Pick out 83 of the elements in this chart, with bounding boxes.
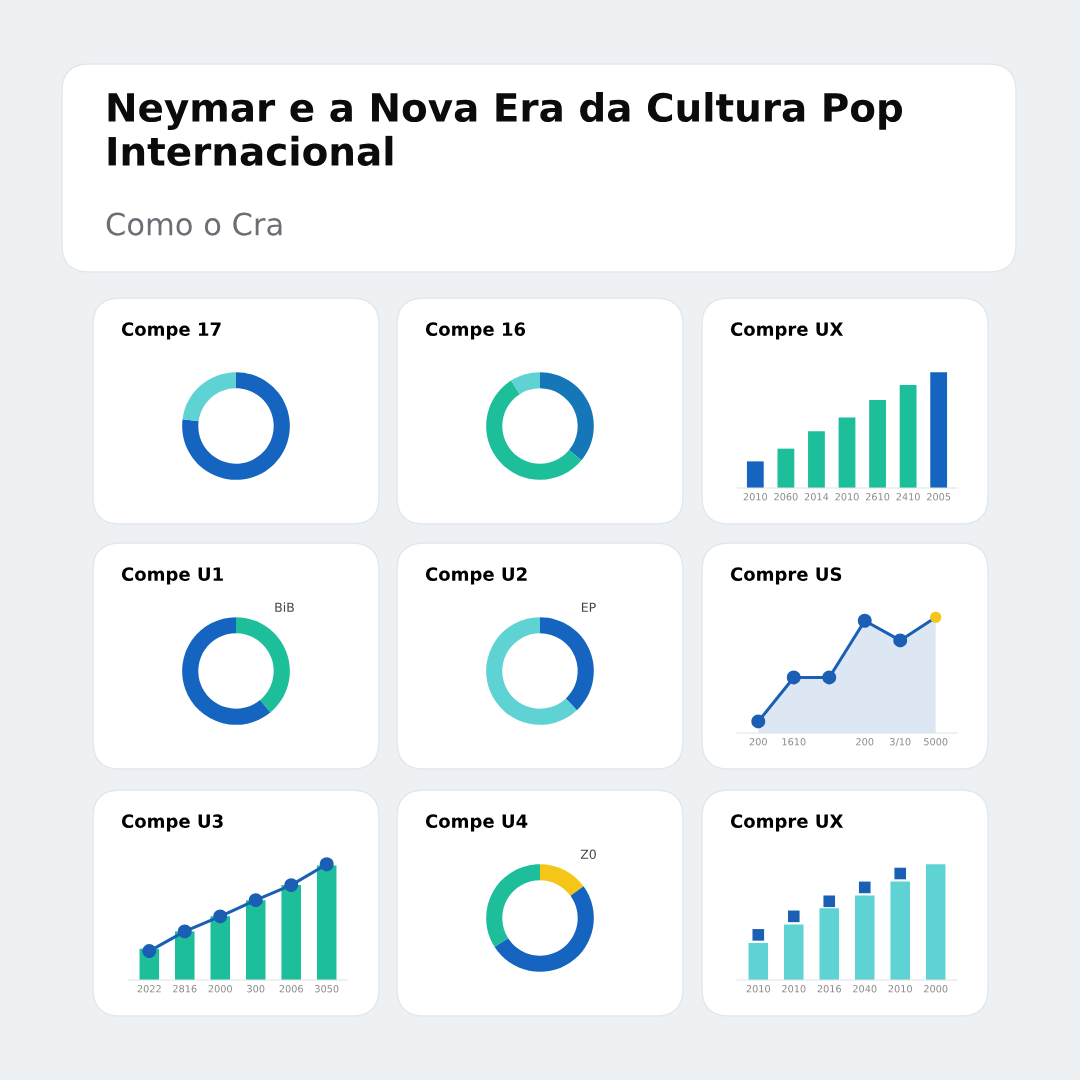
point [786, 670, 801, 685]
x-tick-label: 2010 [782, 985, 806, 993]
chart-title: Compre UX [730, 322, 844, 340]
x-tick-label: 2060 [774, 493, 798, 501]
bar [890, 881, 910, 980]
x-tick-label: 2010 [888, 985, 912, 993]
x-tick-label: 2022 [137, 985, 161, 993]
chart-title: Compe 17 [121, 322, 221, 340]
bar [899, 384, 917, 488]
point [823, 895, 836, 908]
bar [784, 924, 804, 980]
donut-slice [182, 372, 290, 480]
bar [869, 400, 886, 488]
text: EP [581, 602, 596, 612]
text: Neymar e a Nova Era da Cultura Pop Internacional [108, 92, 903, 166]
point [858, 881, 871, 894]
x-tick-label: 2010 [743, 493, 768, 501]
chart-title: Compre UX [730, 814, 844, 832]
bar [854, 895, 875, 980]
bar [808, 431, 825, 488]
donut-slice [236, 617, 290, 713]
x-tick-label: 200 [749, 738, 767, 746]
point [319, 857, 334, 872]
point [177, 924, 192, 939]
x-tick-label: 2016 [817, 985, 842, 993]
x-tick-label: 3/10 [890, 738, 911, 747]
point [894, 867, 907, 880]
donut-slice [182, 372, 236, 422]
bar [281, 885, 301, 980]
point [752, 929, 765, 941]
bar [777, 448, 795, 488]
donut-slice [486, 617, 577, 725]
x-tick-label: 2000 [924, 985, 948, 993]
bar [748, 942, 769, 980]
x-tick-label: 300 [247, 985, 265, 993]
chart-title: Compe U1 [121, 567, 223, 585]
chart-title: Compe 16 [425, 322, 526, 340]
x-tick-label: 2040 [853, 985, 877, 993]
bar [930, 372, 948, 488]
text: BiB [275, 602, 294, 612]
text: Z0 [580, 849, 596, 860]
point [751, 714, 766, 729]
x-tick-label: 2014 [804, 493, 829, 501]
x-tick-label: 3050 [315, 985, 339, 993]
donut-slice [540, 617, 594, 711]
x-tick-label: 1610 [782, 738, 806, 746]
chart-title: Compe U4 [425, 814, 528, 832]
point [142, 944, 157, 959]
bar [316, 865, 337, 980]
bar [175, 931, 195, 980]
x-tick-label: 2010 [746, 985, 771, 993]
donut-slice [182, 617, 271, 725]
x-tick-label: 2410 [896, 493, 920, 501]
chart-title: Compre US [730, 567, 842, 585]
x-tick-label: 2010 [835, 493, 859, 501]
x-tick-label: 2006 [279, 985, 303, 993]
chart-title: Compe U2 [425, 567, 527, 585]
x-tick-label: 2000 [208, 985, 232, 993]
x-tick-label: 2816 [173, 985, 197, 993]
text: Como o Cra [106, 212, 282, 236]
point [213, 909, 228, 924]
bar [838, 417, 856, 488]
point [284, 878, 299, 893]
chart-title: Compe U3 [121, 814, 223, 832]
donut-slice [511, 372, 540, 395]
bar [925, 864, 946, 980]
donut-slice [486, 864, 540, 947]
bar [245, 900, 266, 980]
donut-slice [540, 864, 584, 896]
donut-slice [540, 372, 594, 461]
x-tick-label: 5000 [924, 738, 948, 746]
donut-slice [494, 886, 594, 972]
x-tick-label: 200 [856, 738, 874, 746]
bar [746, 461, 764, 488]
point [893, 633, 908, 648]
point [857, 613, 872, 628]
point [787, 910, 800, 923]
point [248, 893, 263, 908]
point [822, 670, 837, 685]
bar [819, 908, 840, 980]
donut-slice [486, 380, 582, 480]
x-tick-label: 2610 [865, 493, 890, 501]
x-tick-label: 2005 [927, 493, 951, 501]
